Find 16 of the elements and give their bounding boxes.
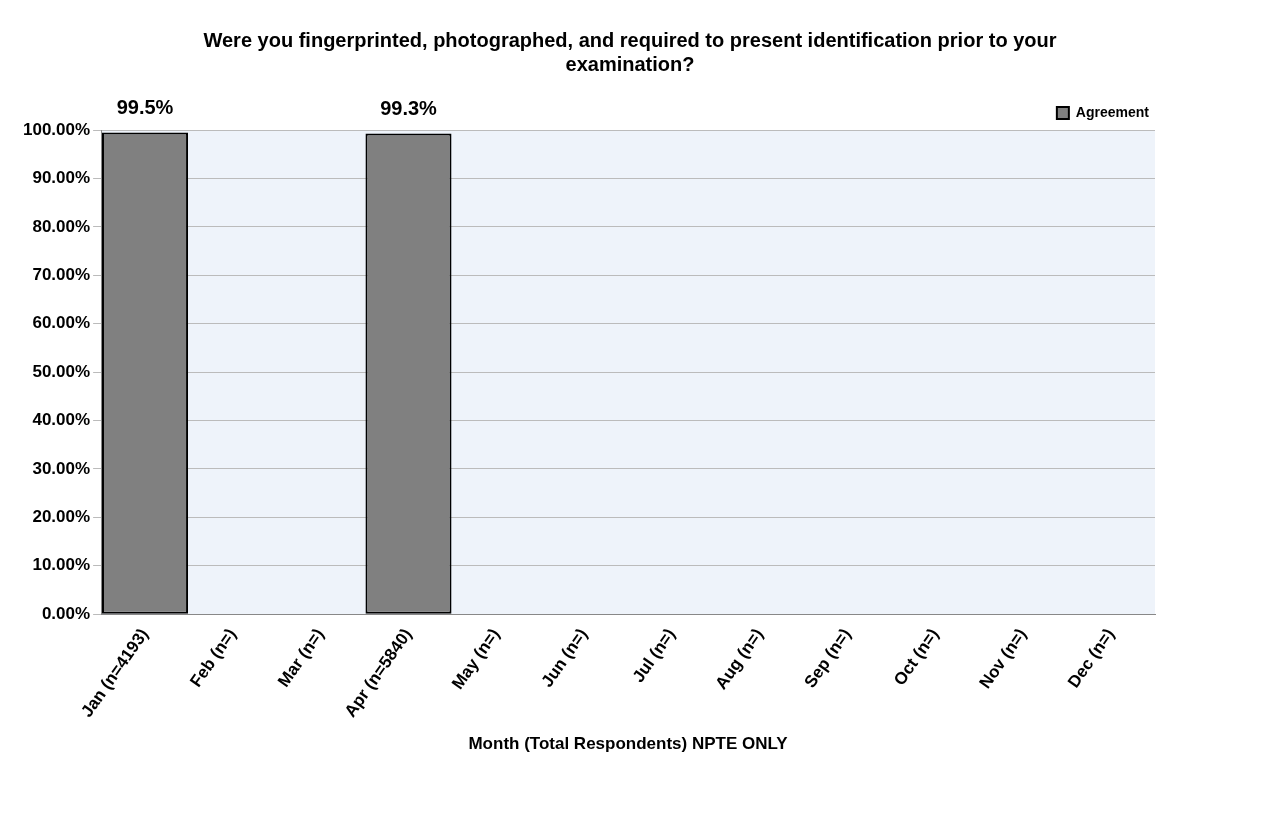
y-tick-label: 100.00% <box>22 119 91 139</box>
y-tick-label: 20.00% <box>32 507 91 526</box>
y-tick-label: 70.00% <box>32 264 91 284</box>
y-tick-label: 50.00% <box>32 361 91 381</box>
y-tick-label: 80.00% <box>32 216 91 236</box>
data-label: 99.5% <box>116 95 174 118</box>
legend-label: Agreement <box>1075 103 1150 120</box>
y-tick-label: 90.00% <box>32 168 91 188</box>
y-tick-label: 0.00% <box>41 603 91 623</box>
chart-title: Were you fingerprinted, photographed, and required to present identification prior to your examination? <box>202 28 1058 76</box>
y-tick-label: 30.00% <box>32 458 91 478</box>
y-tick-label: 60.00% <box>32 313 91 333</box>
data-label: 99.3% <box>380 96 438 119</box>
y-tick-label: 10.00% <box>32 555 91 575</box>
x-axis-title: Month (Total Respondents) NPTE ONLY <box>468 734 789 754</box>
y-tick-label: 40.00% <box>32 410 91 430</box>
